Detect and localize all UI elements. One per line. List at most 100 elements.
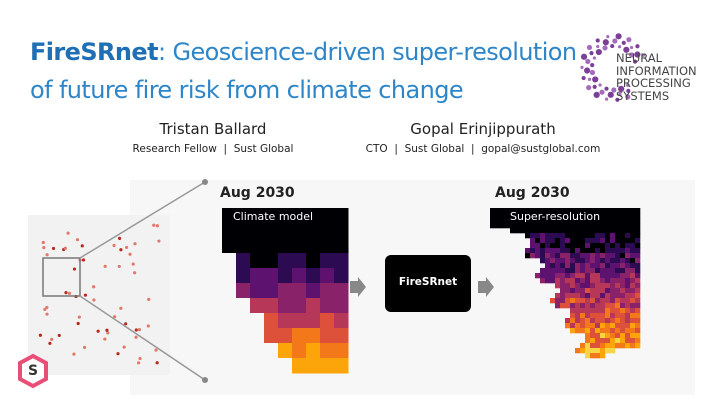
pixel — [630, 293, 636, 299]
pixel — [595, 333, 601, 339]
pixel — [605, 228, 611, 234]
pixel — [565, 268, 571, 274]
map-dot — [42, 246, 46, 250]
pixel — [565, 208, 571, 214]
author-role: Research Fellow | Sust Global — [132, 143, 294, 155]
pixel — [595, 208, 601, 214]
pixel — [540, 243, 546, 249]
pixel — [590, 208, 596, 214]
logo-dot — [612, 38, 618, 44]
pixel — [580, 318, 586, 324]
pixel — [540, 213, 546, 219]
pixel — [590, 278, 596, 284]
pixel — [530, 233, 536, 239]
map-dot — [77, 315, 81, 319]
pixel — [605, 243, 611, 249]
pixel — [505, 213, 511, 219]
pixel — [236, 223, 251, 239]
logo-dot — [618, 85, 625, 92]
pixel — [635, 313, 641, 319]
pixel — [570, 313, 576, 319]
pixel — [250, 238, 265, 254]
pixel — [545, 258, 551, 264]
pixel — [535, 228, 541, 234]
pixel — [525, 248, 531, 254]
pixel — [278, 328, 293, 344]
pixel — [555, 248, 561, 254]
pixel — [590, 233, 596, 239]
pixel — [545, 263, 551, 269]
pixel — [605, 208, 611, 214]
pixel — [625, 308, 631, 314]
pixel — [635, 308, 641, 314]
pixel — [236, 328, 251, 344]
map-dot — [103, 264, 107, 268]
map-dot — [125, 245, 129, 250]
pixel — [570, 223, 576, 229]
pixel — [625, 218, 631, 224]
pixel — [615, 238, 621, 244]
pixel — [585, 308, 591, 314]
map-dot — [147, 297, 151, 301]
pixel — [292, 328, 307, 344]
map-dot — [138, 356, 142, 361]
pixel — [590, 348, 596, 354]
pixel — [575, 303, 581, 309]
pixel — [590, 273, 596, 279]
pixel — [292, 223, 307, 239]
pixel — [510, 223, 516, 229]
pixel — [580, 283, 586, 289]
pixel — [630, 248, 636, 254]
pixel — [620, 323, 626, 329]
pixel — [595, 288, 601, 294]
pixel — [605, 308, 611, 314]
pixel — [565, 293, 571, 299]
pixel — [565, 263, 571, 269]
title-text: : Geoscience-driven super-resolution — [157, 38, 577, 66]
map-dot — [157, 239, 161, 243]
logo-dot — [615, 33, 622, 40]
pixel — [630, 333, 636, 339]
pixel — [635, 263, 641, 269]
arrow — [350, 277, 366, 297]
pixel — [525, 218, 531, 224]
pixel — [565, 223, 571, 229]
pixel — [635, 278, 641, 284]
pixel — [545, 218, 551, 224]
pixel — [630, 253, 636, 259]
pixel — [630, 208, 636, 214]
title: of future fire risk from climate change — [30, 76, 464, 104]
pixel — [550, 298, 556, 304]
pixel — [585, 248, 591, 254]
pixel — [334, 313, 349, 329]
pixel — [600, 293, 606, 299]
pixel — [555, 293, 561, 299]
pixel — [545, 223, 551, 229]
pixel — [570, 328, 576, 334]
pixel — [615, 323, 621, 329]
pixel — [570, 258, 576, 264]
pixel — [630, 303, 636, 309]
pixel — [320, 313, 335, 329]
pixel — [515, 228, 521, 234]
pixel — [550, 238, 556, 244]
pixel — [560, 303, 566, 309]
pixel — [615, 243, 621, 249]
map-dot — [105, 328, 109, 332]
map-dot — [43, 307, 47, 312]
logo-dot — [626, 88, 631, 94]
pixel — [540, 223, 546, 229]
pixel — [620, 303, 626, 309]
pixel — [600, 228, 606, 234]
pixel — [306, 328, 321, 344]
pixel — [615, 313, 621, 319]
zoom-line — [79, 181, 206, 259]
pixel — [500, 223, 506, 229]
pixel — [595, 253, 601, 259]
pixel — [565, 233, 571, 239]
pixel — [278, 343, 293, 359]
pixel — [585, 293, 591, 299]
pixel — [490, 218, 496, 224]
pixel — [610, 293, 616, 299]
pixel — [575, 273, 581, 279]
